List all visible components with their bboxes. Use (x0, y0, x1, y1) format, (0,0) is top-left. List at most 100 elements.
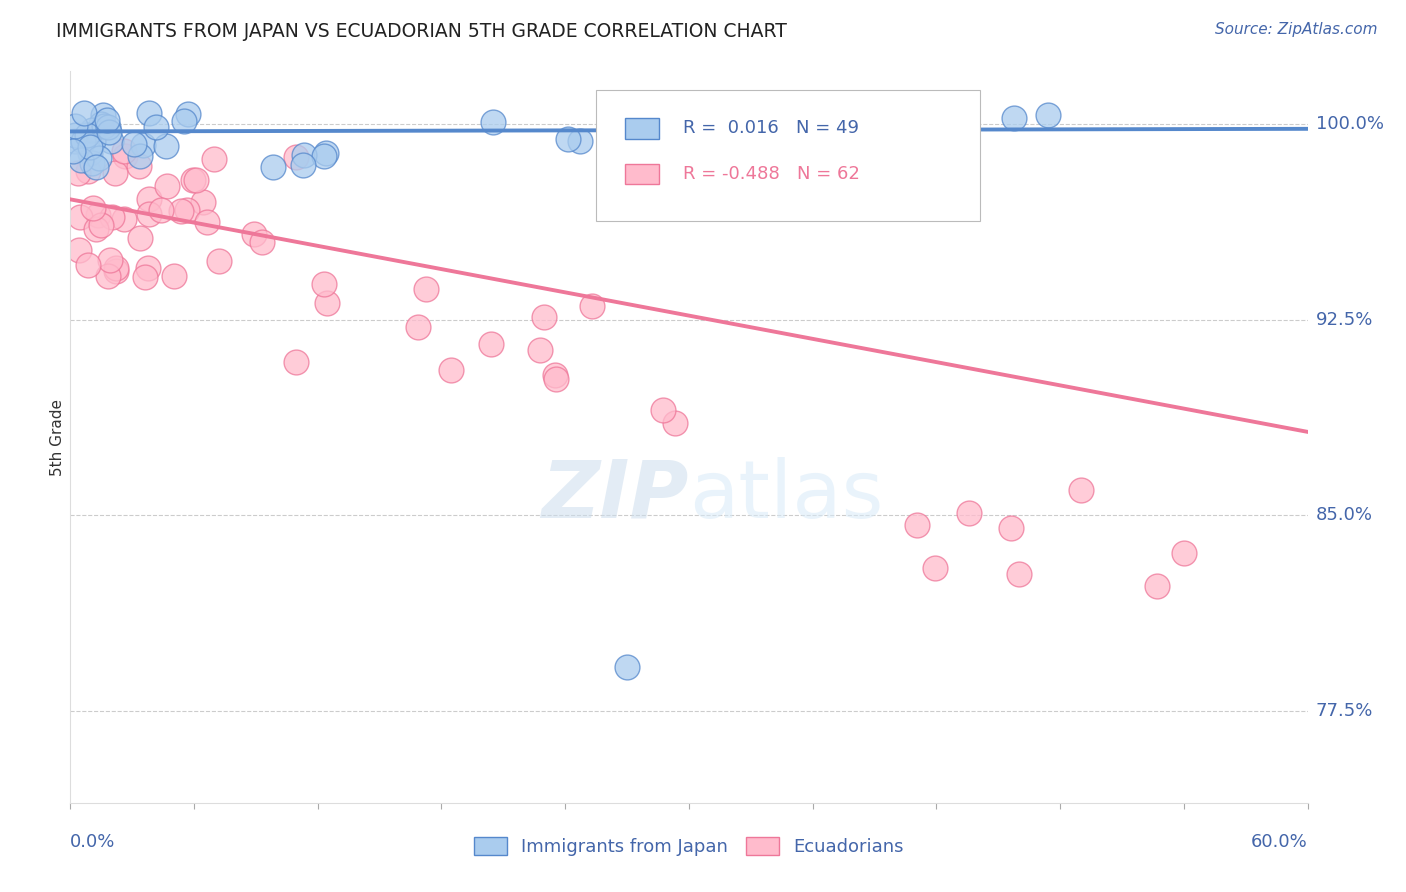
Point (97, 268, 120, 283)
Point (1038, 107, 1060, 121)
Point (316, 295, 339, 310)
Point (544, 368, 567, 382)
Point (924, 561, 946, 575)
Point (440, 363, 463, 377)
Point (128, 231, 150, 245)
Point (128, 159, 150, 173)
Point (1002, 111, 1025, 125)
Point (889, 138, 911, 153)
Point (104, 261, 127, 276)
Point (292, 147, 315, 161)
Point (129, 149, 152, 163)
Point (98, 252, 121, 267)
Text: 85.0%: 85.0% (1316, 507, 1372, 524)
Point (82, 202, 104, 216)
Point (415, 282, 437, 296)
Point (138, 192, 160, 206)
Point (91, 108, 114, 122)
Point (169, 203, 191, 218)
Point (63, 128, 86, 143)
Point (134, 269, 156, 284)
Text: 100.0%: 100.0% (1316, 114, 1384, 133)
Point (72, 106, 94, 120)
Point (156, 178, 179, 193)
Point (132, 138, 155, 153)
Point (184, 173, 207, 187)
Point (195, 215, 218, 229)
Point (91, 120, 114, 135)
Text: R =  0.016   N = 49: R = 0.016 N = 49 (683, 120, 859, 137)
Point (177, 107, 200, 121)
Point (406, 320, 429, 334)
Text: 77.5%: 77.5% (1316, 702, 1374, 721)
Point (76, 128, 98, 143)
Point (69, 210, 91, 224)
Point (546, 372, 568, 386)
Point (163, 268, 186, 283)
Point (104, 166, 127, 180)
Text: 60.0%: 60.0% (1251, 833, 1308, 851)
Text: Source: ZipAtlas.com: Source: ZipAtlas.com (1215, 22, 1378, 37)
Point (891, 117, 914, 131)
Point (63, 120, 86, 134)
Point (93, 119, 115, 133)
Point (1146, 579, 1168, 593)
Point (832, 118, 855, 132)
Point (1000, 521, 1022, 535)
Text: R = -0.488   N = 62: R = -0.488 N = 62 (683, 165, 859, 183)
Point (77, 164, 100, 178)
Point (65, 134, 87, 148)
Point (204, 153, 226, 167)
Point (77, 258, 100, 272)
Point (72, 134, 94, 148)
Point (136, 260, 159, 275)
Point (957, 506, 980, 520)
Point (150, 202, 173, 217)
Point (79, 139, 101, 153)
Point (208, 253, 231, 268)
Point (87, 207, 110, 221)
Point (66, 166, 89, 180)
Point (312, 149, 335, 163)
Point (557, 132, 579, 146)
Point (479, 337, 502, 351)
Point (79, 146, 101, 161)
Point (181, 172, 204, 186)
Point (87, 151, 110, 165)
Point (1173, 546, 1195, 560)
FancyBboxPatch shape (624, 163, 659, 184)
Point (112, 145, 135, 159)
Point (114, 149, 136, 163)
Point (112, 212, 135, 227)
Text: atlas: atlas (689, 457, 883, 534)
Point (664, 417, 686, 431)
Point (122, 137, 145, 152)
Point (138, 105, 160, 120)
Point (568, 134, 591, 148)
Point (82, 134, 104, 148)
FancyBboxPatch shape (596, 90, 980, 221)
Point (100, 134, 122, 148)
Point (529, 343, 551, 358)
Point (616, 660, 638, 674)
Y-axis label: 5th Grade: 5th Grade (49, 399, 65, 475)
Legend: Immigrants from Japan, Ecuadorians: Immigrants from Japan, Ecuadorians (467, 830, 911, 863)
Point (173, 114, 195, 128)
Point (652, 402, 675, 417)
Point (100, 210, 122, 224)
Point (250, 235, 273, 250)
Point (262, 160, 284, 174)
Point (285, 149, 308, 163)
Text: 0.0%: 0.0% (70, 833, 115, 851)
Point (80, 155, 103, 169)
Point (243, 227, 266, 241)
Point (97, 120, 120, 135)
Text: IMMIGRANTS FROM JAPAN VS ECUADORIAN 5TH GRADE CORRELATION CHART: IMMIGRANTS FROM JAPAN VS ECUADORIAN 5TH … (56, 22, 787, 41)
Point (1070, 483, 1092, 497)
Point (314, 277, 336, 292)
Point (138, 207, 160, 221)
Point (62, 144, 84, 158)
Point (104, 264, 127, 278)
Point (90, 219, 112, 233)
Text: ZIP: ZIP (541, 457, 689, 534)
